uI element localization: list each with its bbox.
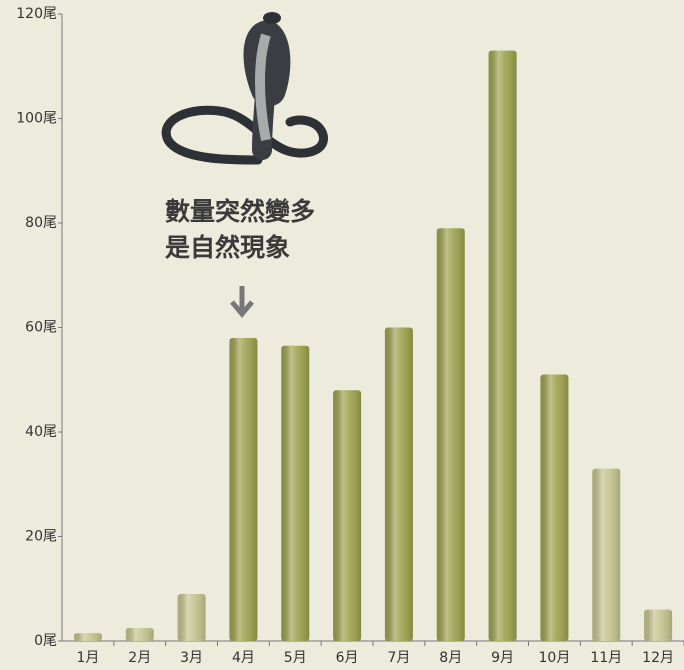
x-tick-label: 3月 [180, 650, 203, 666]
bar-shine [488, 50, 517, 641]
x-tick-label: 5月 [284, 650, 307, 666]
annotation: 是自然現象 [165, 233, 290, 262]
y-tick-label: 120尾 [16, 6, 57, 22]
bar-shine [384, 327, 413, 641]
x-tick-label: 9月 [491, 650, 514, 666]
bar-shine [592, 468, 621, 641]
y-tick-label: 20尾 [25, 529, 57, 545]
bar-shine [177, 593, 206, 641]
bar-shine [333, 390, 362, 641]
bar-shine [125, 627, 154, 641]
bar-shine [73, 633, 102, 641]
x-tick-label: 8月 [439, 650, 462, 666]
x-tick-label: 7月 [387, 650, 410, 666]
bar-shine [436, 228, 465, 641]
bar-shine [644, 609, 673, 641]
cobra-illustration [161, 12, 328, 165]
x-tick-label: 12月 [642, 650, 674, 666]
arrow [230, 286, 254, 318]
x-tick-label: 2月 [128, 650, 151, 666]
x-tick-label: 10月 [539, 650, 571, 666]
y-tick-label: 0尾 [34, 633, 57, 649]
y-tick-label: 40尾 [25, 424, 57, 440]
y-tick-label: 80尾 [25, 215, 57, 231]
annotation: 數量突然變多 [165, 197, 315, 226]
bar-shine [540, 374, 569, 641]
bar-shine [281, 345, 310, 641]
y-tick-label: 60尾 [25, 320, 57, 336]
x-tick-label: 6月 [336, 650, 359, 666]
bar-shine [229, 337, 258, 641]
x-tick-label: 11月 [590, 650, 622, 666]
x-tick-label: 1月 [76, 650, 99, 666]
y-tick-label: 100尾 [16, 111, 57, 127]
x-tick-label: 4月 [232, 650, 255, 666]
